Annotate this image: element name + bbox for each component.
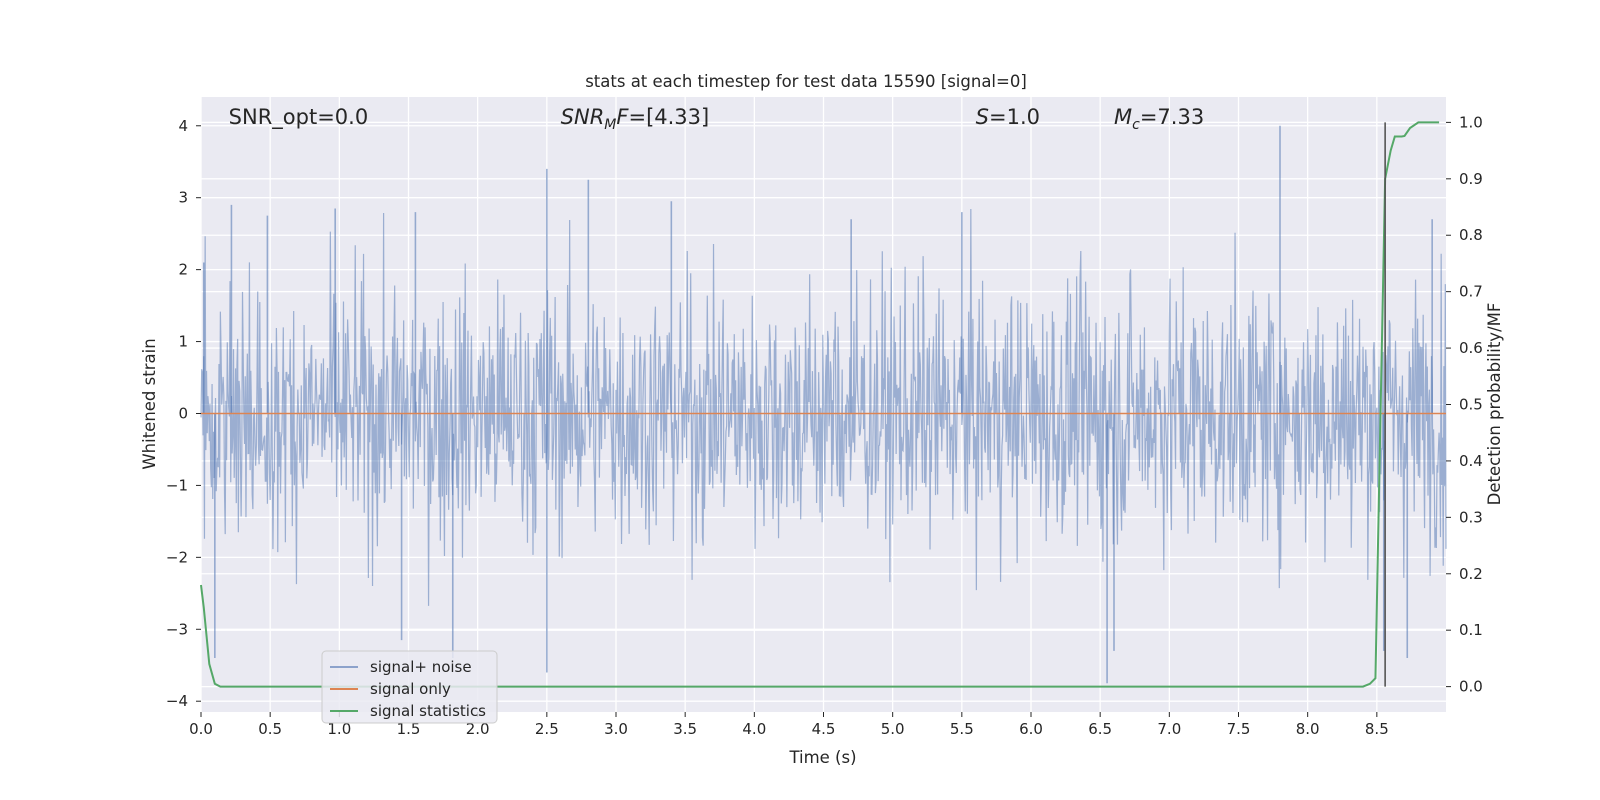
y2-tick-label: 0.8 [1459, 226, 1483, 244]
legend-entry: signal only [370, 680, 451, 698]
legend-box [321, 650, 498, 724]
annotation: SNR_opt=0.0 [229, 105, 369, 130]
y-tick-label: 0 [178, 404, 188, 422]
x-tick-label: 3.0 [604, 720, 628, 738]
line-series [200, 121, 1446, 688]
annotation: SNRMF=[4.33] [561, 105, 710, 133]
y2-tick-label: 0.6 [1459, 339, 1483, 357]
y2-tick-label: 0.1 [1459, 621, 1483, 639]
y-tick-label: 2 [178, 261, 188, 279]
x-tick-label: 1.0 [327, 720, 351, 738]
signal-noise-line [200, 209, 1447, 606]
x-tick-label: 1.5 [397, 720, 421, 738]
legend-entry: signal+ noise [370, 658, 472, 676]
y-tick-label: −2 [166, 548, 188, 566]
x-tick-label: 8.0 [1296, 720, 1320, 738]
chart-title: stats at each timestep for test data 155… [585, 72, 1027, 91]
y-tick-label: −4 [166, 692, 188, 710]
x-tick-label: 7.5 [1227, 720, 1251, 738]
y-tick-label: 3 [178, 189, 188, 207]
y2-tick-label: 1.0 [1459, 113, 1483, 131]
signal-noise-series [200, 125, 1447, 684]
y2-tick-label: 0.3 [1459, 508, 1483, 526]
y2-tick-label: 0.7 [1459, 283, 1483, 301]
y2-tick-label: 0.9 [1459, 170, 1483, 188]
y-axis-right: 1.0 0.9 0.8 0.7 0.6 0.5 0.4 0.3 0.2 0.1 0.0 [1446, 113, 1483, 696]
x-tick-label: 8.5 [1365, 720, 1389, 738]
x-tick-label: 2.5 [535, 720, 559, 738]
y2-tick-label: 0.4 [1459, 452, 1483, 470]
y2-tick-label: 0.0 [1459, 678, 1483, 696]
y2-tick-label: 0.5 [1459, 396, 1483, 414]
x-tick-label: 7.0 [1157, 720, 1181, 738]
annotations: SNR_opt=0.0 SNRMF=[4.33] S=1.0 Mc=7.33 [229, 105, 1205, 133]
x-tick-label: 0.0 [189, 720, 213, 738]
y2-tick-label: 0.2 [1459, 565, 1483, 583]
legend: signal+ noise signal only signal statistic… [321, 650, 498, 724]
x-tick-label: 5.5 [950, 720, 974, 738]
y-tick-label: −1 [166, 476, 188, 494]
x-tick-label: 5.0 [881, 720, 905, 738]
y-tick-label: 1 [178, 333, 188, 351]
annotation: Mc=7.33 [1114, 105, 1204, 133]
signal-statistics-line [200, 121, 1440, 688]
annotation: S=1.0 [976, 105, 1040, 129]
x-tick-label: 4.5 [812, 720, 836, 738]
y-tick-label: −3 [166, 620, 188, 638]
x-tick-label: 3.5 [673, 720, 697, 738]
y-axis-label: Whitened strain [140, 338, 159, 469]
y-tick-label: 4 [178, 117, 188, 135]
legend-entry: signal statistics [370, 702, 486, 720]
y2-axis-label: Detection probability/MF [1485, 303, 1504, 506]
x-tick-label: 2.0 [466, 720, 490, 738]
y-axis-left: 4 3 2 1 0 −1 −2 −3 −4 [166, 117, 201, 710]
x-axis: 0.0 0.5 1.0 1.5 2.0 2.5 3.0 3.5 4.0 4.5 5.0 5.5 6.0 6… [189, 712, 1389, 738]
x-tick-label: 0.5 [258, 720, 282, 738]
x-tick-label: 6.0 [1019, 720, 1043, 738]
x-tick-label: 6.5 [1088, 720, 1112, 738]
x-axis-label: Time (s) [788, 748, 856, 767]
x-tick-label: 4.0 [742, 720, 766, 738]
